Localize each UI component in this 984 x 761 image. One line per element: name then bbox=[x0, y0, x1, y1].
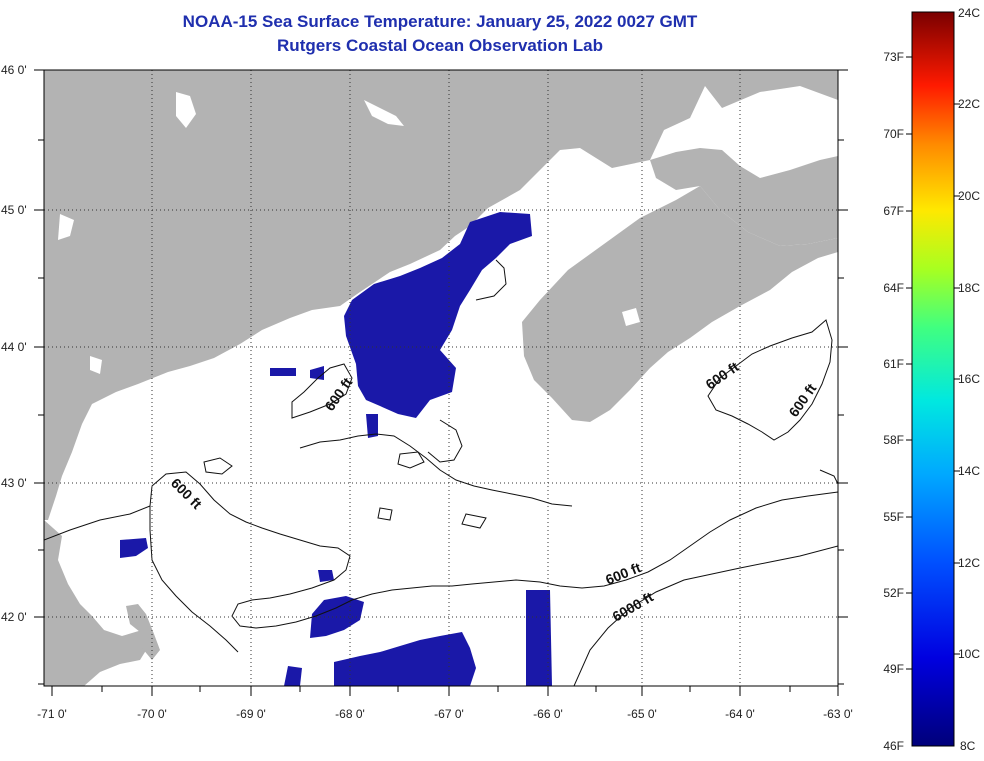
lake bbox=[90, 356, 102, 374]
colorbar-c-label: 20C bbox=[958, 189, 980, 203]
land-maine-new-brunswick bbox=[44, 70, 838, 520]
lon-label: -71 0' bbox=[37, 707, 67, 721]
bay-of-fundy bbox=[470, 162, 656, 290]
lake bbox=[622, 308, 640, 326]
lat-label: 42 0' bbox=[1, 610, 27, 624]
graticule bbox=[44, 70, 838, 686]
colorbar-c-label: 18C bbox=[958, 281, 980, 295]
map-subtitle: Rutgers Coastal Ocean Observation Lab bbox=[277, 36, 603, 55]
lon-label: -66 0' bbox=[533, 707, 563, 721]
colorbar-c-label: 8C bbox=[960, 739, 976, 753]
colorbar-f-label: 67F bbox=[883, 204, 904, 218]
lat-label: 46 0' bbox=[1, 63, 27, 77]
map-frame bbox=[43, 69, 839, 687]
colorbar bbox=[911, 11, 955, 747]
lat-label: 43 0' bbox=[1, 476, 27, 490]
colorbar-c-label: 22C bbox=[958, 97, 980, 111]
lake bbox=[364, 100, 404, 126]
colorbar-c-label: 16C bbox=[958, 372, 980, 386]
colorbar-f-label: 61F bbox=[883, 357, 904, 371]
lon-label: -65 0' bbox=[627, 707, 657, 721]
colorbar-f-label: 73F bbox=[883, 50, 904, 64]
colorbar-f-label: 55F bbox=[883, 510, 904, 524]
colorbar-c-label: 14C bbox=[958, 464, 980, 478]
lake bbox=[58, 214, 74, 240]
axis-ticks bbox=[34, 69, 848, 696]
land-new-brunswick-east bbox=[650, 148, 838, 246]
colorbar-c-label: 10C bbox=[958, 647, 980, 661]
colorbar-f-label: 49F bbox=[883, 662, 904, 676]
lon-label: -64 0' bbox=[725, 707, 755, 721]
sst-data bbox=[120, 212, 552, 686]
colorbar-c-label: 12C bbox=[958, 556, 980, 570]
lon-label: -63 0' bbox=[823, 707, 853, 721]
colorbar-f-label: 70F bbox=[883, 127, 904, 141]
lon-label: -69 0' bbox=[236, 707, 266, 721]
colorbar-f-label: 58F bbox=[883, 433, 904, 447]
colorbar-c-label: 24C bbox=[958, 6, 980, 20]
colorbar-ticks bbox=[906, 56, 960, 670]
colorbar-f-label: 52F bbox=[883, 586, 904, 600]
colorbar-f-label: 46F bbox=[883, 739, 904, 753]
lat-label: 45 0' bbox=[1, 203, 27, 217]
lon-label: -68 0' bbox=[335, 707, 365, 721]
bathymetry-contours bbox=[44, 259, 838, 686]
lake bbox=[176, 92, 196, 128]
land-nova-scotia bbox=[522, 186, 838, 422]
map-title: NOAA-15 Sea Surface Temperature: January… bbox=[182, 12, 698, 31]
colorbar-f-label: 64F bbox=[883, 281, 904, 295]
land-massachusetts bbox=[44, 520, 150, 686]
lon-label: -67 0' bbox=[434, 707, 464, 721]
lon-label: -70 0' bbox=[137, 707, 167, 721]
lat-label: 44 0' bbox=[1, 340, 27, 354]
